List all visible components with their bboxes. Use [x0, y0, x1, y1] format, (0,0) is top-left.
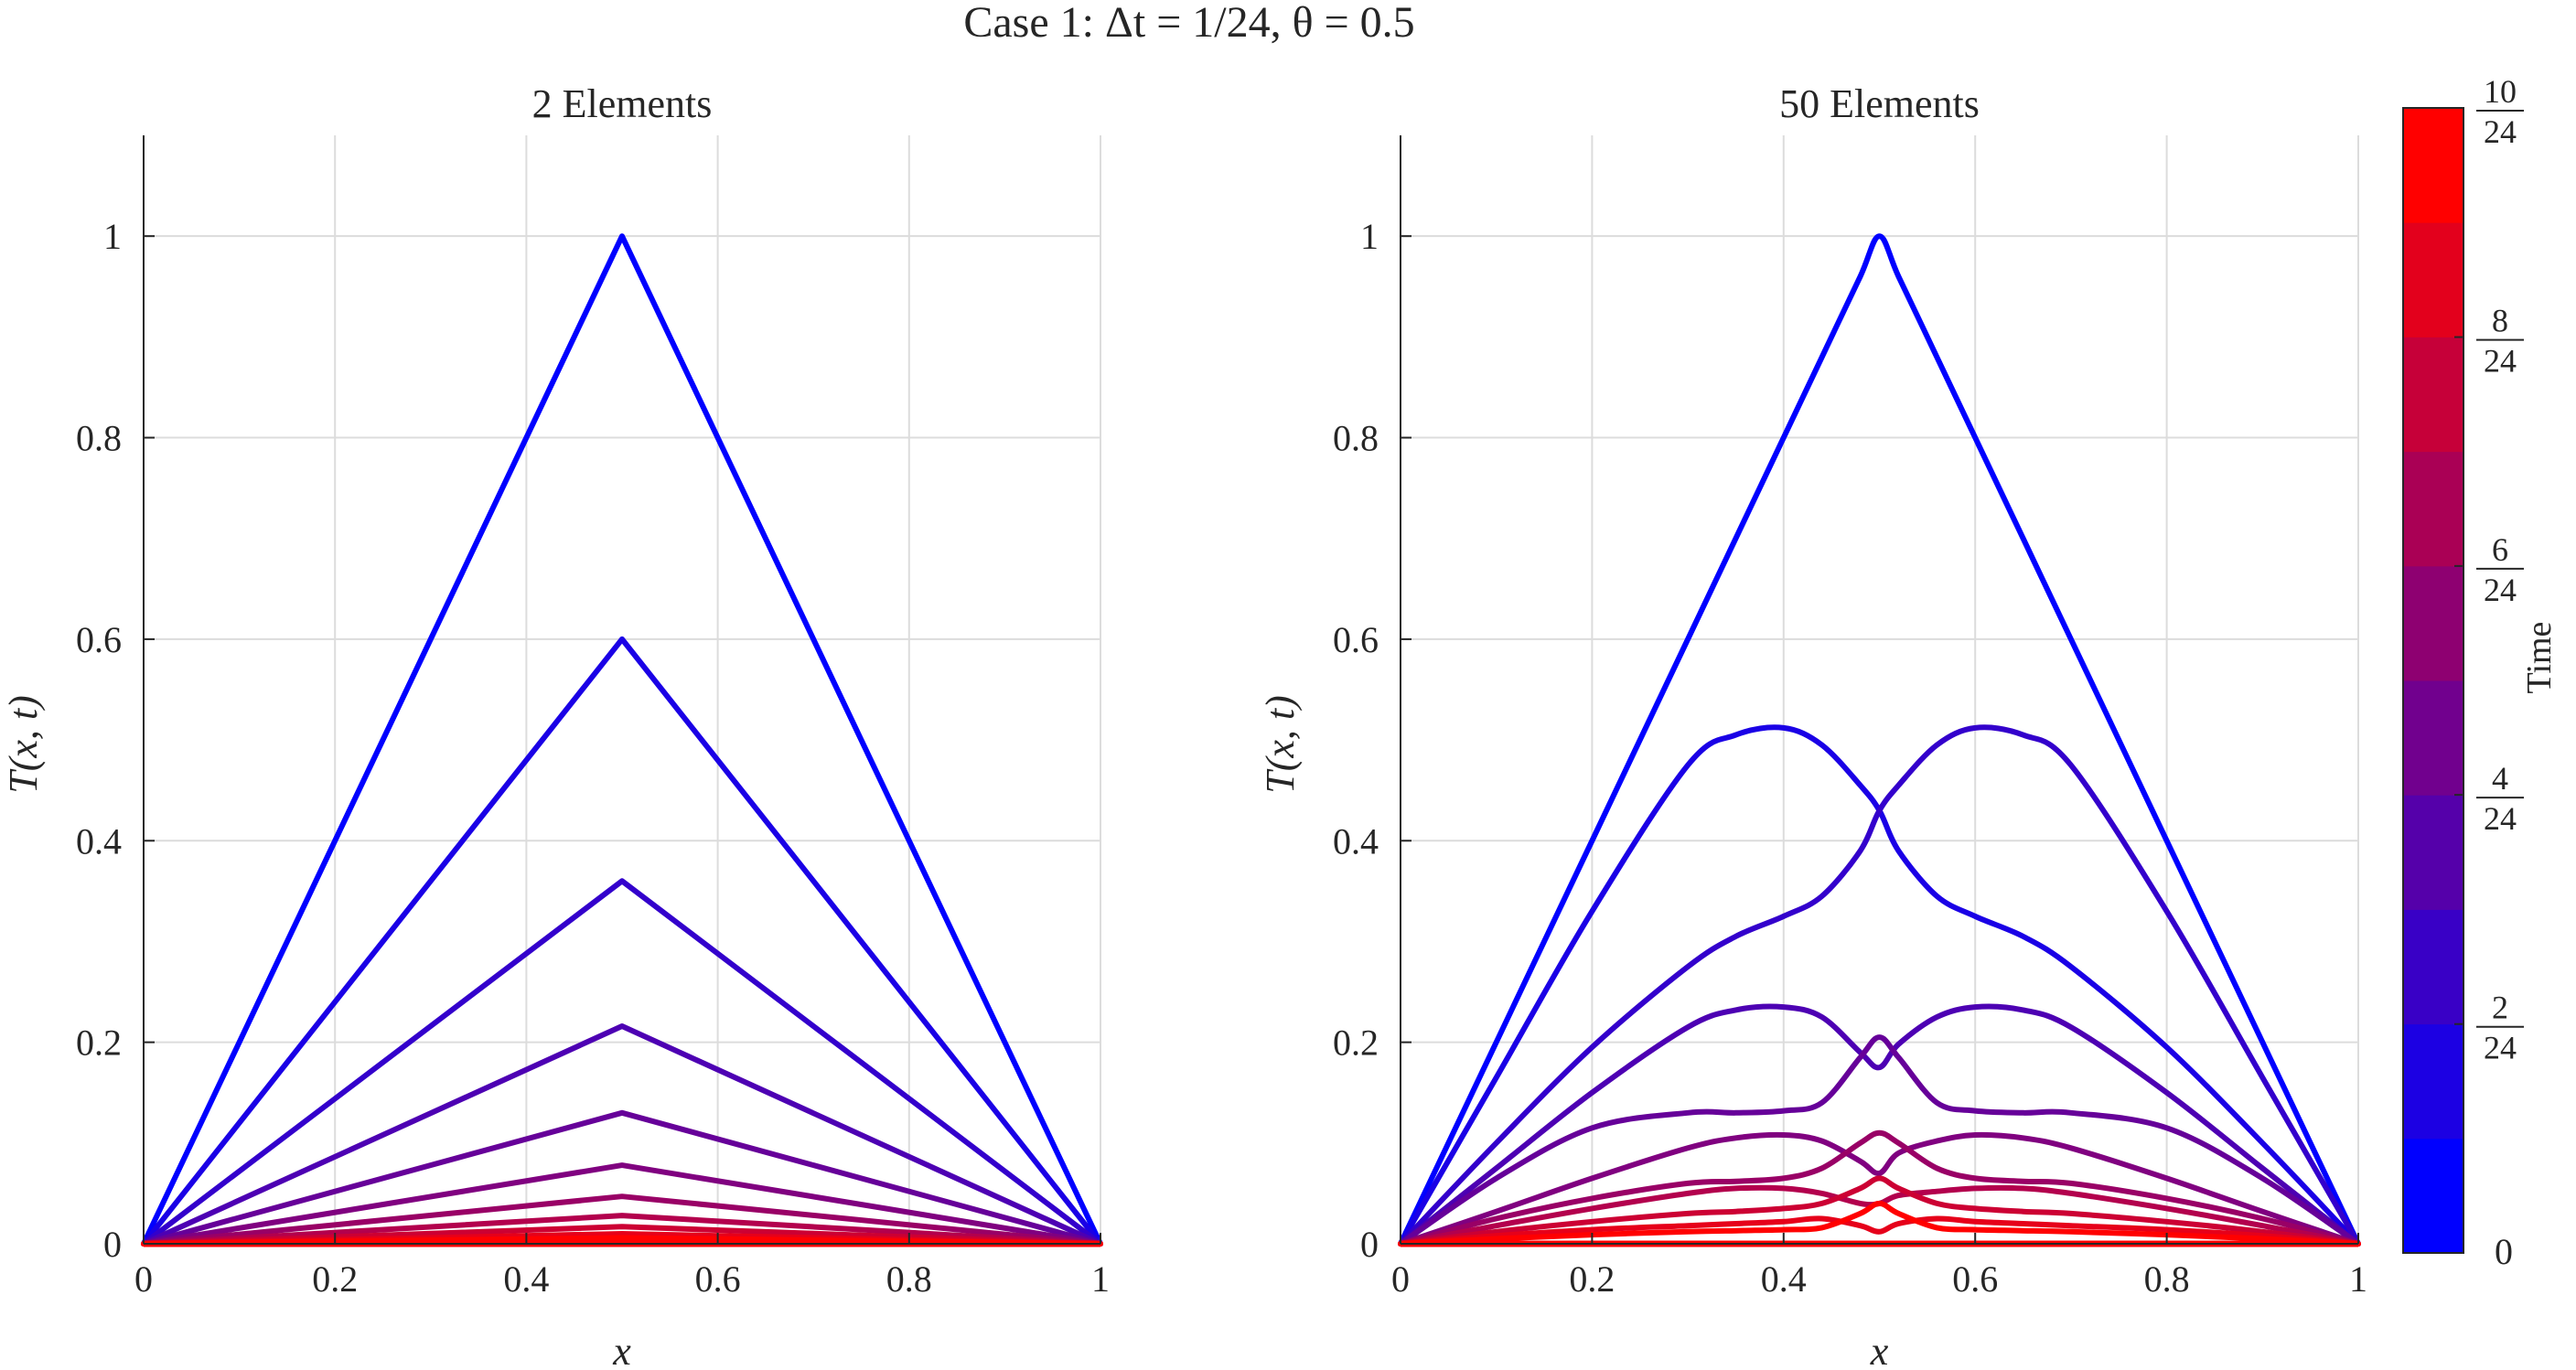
- x-tick-label: 0.2: [1569, 1258, 1615, 1300]
- x-tick-label: 1: [2349, 1258, 2367, 1300]
- colorbar-tick-denominator: 24: [2484, 800, 2517, 837]
- colorbar-tick-numerator: 8: [2492, 303, 2508, 339]
- series-line-7: [141, 1213, 1103, 1247]
- colorbar-tick-denominator: 24: [2484, 343, 2517, 380]
- y-tick-label: 0.4: [1333, 820, 1379, 862]
- panel-title: 50 Elements: [1779, 81, 1980, 126]
- chart-panel-2-elements: 0 0.2 0.4 0.6 0.8 1 0 0.2 0.4 0.6 0.8 1 2 Elements x T…: [1, 81, 1110, 1370]
- y-axis-label: T(x, t): [1, 695, 46, 794]
- chart-panel-50-elements: 0 0.2 0.4 0.6 0.8 1 0 0.2 0.4 0.6 0.8 1 50 Elements x…: [1258, 81, 2367, 1370]
- x-tick-label: 0: [1391, 1258, 1410, 1300]
- colorbar-segment: [2403, 337, 2463, 453]
- y-tick-label: 1: [103, 216, 122, 257]
- figure-title: Case 1: Δt = 1/24, θ = 0.5: [963, 0, 1414, 47]
- colorbar-segment: [2403, 565, 2463, 681]
- x-tick-label: 0.2: [312, 1258, 358, 1300]
- colorbar-tick-denominator: 24: [2484, 572, 2517, 608]
- x-axis-label: x: [1870, 1329, 1889, 1370]
- y-tick-label: 0.2: [76, 1022, 122, 1064]
- series-line-5: [141, 1162, 1103, 1247]
- series-line-2: [141, 878, 1103, 1247]
- colorbar-segment: [2403, 909, 2463, 1025]
- x-tick-label: 0.8: [2144, 1258, 2190, 1300]
- y-tick-label: 0: [103, 1224, 122, 1265]
- series-line-3: [1398, 1003, 2361, 1247]
- series-line-10: [1398, 1200, 2361, 1247]
- x-tick-label: 0.4: [1761, 1258, 1807, 1300]
- series-line-6: [1398, 1129, 2361, 1247]
- x-axis-label: x: [612, 1329, 631, 1370]
- series-line-3: [141, 1023, 1103, 1247]
- panel-title: 2 Elements: [532, 81, 713, 126]
- colorbar-tick-denominator: 24: [2484, 1030, 2517, 1066]
- x-tick-label: 0.8: [886, 1258, 932, 1300]
- series-line-0: [1398, 233, 2361, 1247]
- y-tick-label: 0.6: [1333, 619, 1379, 660]
- colorbar-tick-numerator: 2: [2492, 990, 2508, 1026]
- x-tick-label: 0: [134, 1258, 153, 1300]
- colorbar-segment: [2403, 108, 2463, 223]
- colorbar-segment: [2403, 1023, 2463, 1140]
- colorbar-tick-numerator: 6: [2492, 531, 2508, 568]
- series-line-9: [1398, 1215, 2361, 1247]
- colorbar-segment: [2403, 680, 2463, 796]
- colorbar-tick-denominator: 24: [2484, 113, 2517, 150]
- y-tick-label: 0.8: [76, 418, 122, 459]
- series-line-0: [141, 233, 1103, 1247]
- y-tick-label: 0.4: [76, 820, 122, 862]
- y-tick-label: 1: [1360, 216, 1379, 257]
- y-tick-label: 0.6: [76, 619, 122, 660]
- series-line-6: [141, 1193, 1103, 1247]
- series-line-1: [1398, 724, 2361, 1247]
- series-line-8: [1398, 1175, 2361, 1247]
- series-line-1: [141, 636, 1103, 1247]
- colorbar-tick-numerator: 10: [2484, 73, 2517, 110]
- x-tick-label: 0.4: [503, 1258, 549, 1300]
- colorbar-segment: [2403, 795, 2463, 910]
- y-tick-label: 0: [1360, 1224, 1379, 1265]
- colorbar-segment: [2403, 222, 2463, 337]
- colorbar-segment: [2403, 451, 2463, 567]
- colorbar-label: Time: [2520, 622, 2559, 694]
- colorbar-frame: [2402, 107, 2464, 1254]
- y-axis-label: T(x, t): [1258, 695, 1303, 794]
- colorbar-segment: [2403, 1138, 2463, 1254]
- x-tick-label: 0.6: [1952, 1258, 1998, 1300]
- colorbar-tick-numerator: 4: [2492, 760, 2508, 797]
- x-tick-label: 0.6: [695, 1258, 741, 1300]
- colorbar-tick-label-0: 0: [2495, 1231, 2513, 1272]
- x-tick-label: 1: [1091, 1258, 1110, 1300]
- series-line-5: [1398, 1131, 2361, 1247]
- series-line-4: [141, 1109, 1103, 1247]
- y-tick-label: 0.8: [1333, 418, 1379, 459]
- series-line-2: [1398, 724, 2361, 1247]
- y-tick-label: 0.2: [1333, 1022, 1379, 1064]
- series-line-4: [1398, 1034, 2361, 1247]
